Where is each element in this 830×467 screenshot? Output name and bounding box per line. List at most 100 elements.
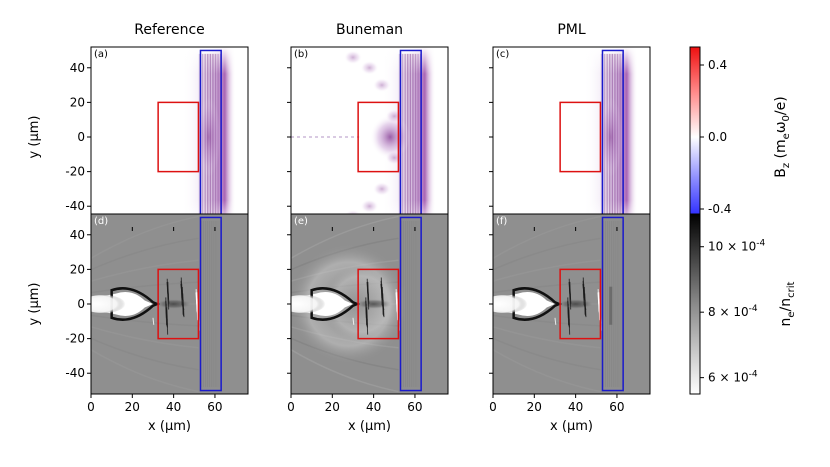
channel-wall [110,287,161,321]
y-tick-label: 0 [77,130,85,144]
x-tick-label: 40 [568,400,583,414]
x-tick-label: 60 [407,400,422,414]
reflection-blob [343,50,362,65]
panels-layer: (a) (b) (c) (d) (e) (f) [90,46,651,395]
panel-label: (a) [94,49,108,60]
wake-streak [91,215,199,259]
red-box [357,268,400,340]
red-box [559,101,602,173]
x-tick-label: 0 [489,400,497,414]
filament [366,281,369,295]
filament [597,292,600,305]
filament [166,281,169,295]
y-tick-label: 20 [70,95,85,109]
wake-streak [493,337,601,371]
wake-streak [493,349,601,393]
wake-streak [493,215,601,259]
colorbar-label-ne: ne/ncrit [778,281,797,326]
wake-streak [91,281,199,294]
wake-streak [91,326,199,349]
filament [152,317,155,325]
colorbar-bz [689,46,701,228]
x-axis-label: x (μm) [348,419,391,434]
channel-glow [493,295,528,313]
y-tick-label: -20 [65,165,85,179]
wake-streak [493,281,601,294]
x-tick-label: 0 [87,400,95,414]
column-title-pml: PML [557,22,586,38]
colorbar-tick-label: 6 × 10-4 [708,370,758,385]
field-core [196,97,221,177]
filament-core [155,299,192,309]
red-box [559,268,602,340]
y-tick-label: 0 [77,297,85,311]
reflection-blob [360,60,379,75]
channel-wall [512,287,563,321]
wake-streak [291,349,399,393]
blue-box [399,216,422,392]
column-title-buneman: Buneman [336,22,403,38]
x-tick-label: 60 [207,400,222,414]
wake-streak [291,215,399,259]
x-tick-label: 40 [366,400,381,414]
y-tick-label: 40 [70,61,85,75]
y-tick-label: 40 [70,228,85,242]
wake-streak [91,349,199,393]
panel-label: (f) [496,216,507,227]
panel-f [493,214,650,394]
y-axis-label: y (μm) [27,283,42,326]
x-axis-label: x (μm) [148,419,191,434]
axes-labels: 40 20 0 -20 -40 y (μm) 40 20 0 -20 -40 0 20 40 60 x (μm… [27,61,625,434]
filament [568,281,571,295]
panel-label: (e) [294,216,308,227]
x-tick-label: 60 [609,400,624,414]
filament [380,284,383,292]
panel-a [91,47,248,227]
column-title-reference: Reference [134,22,205,38]
wake-streak [91,259,199,282]
x-tick-label: 0 [287,400,295,414]
filament [582,284,585,292]
colorbar-tick-label: 10 × 10-4 [708,239,765,254]
reflection-blob [372,78,391,93]
blue-box [199,216,222,392]
y-axis-label: y (μm) [27,116,42,159]
colorbar-label-bz: Bz (meω0/e) [773,96,792,177]
panel-b [291,47,448,227]
x-tick-label: 40 [166,400,181,414]
wake-streak [493,314,601,327]
red-box [157,101,200,173]
field-core [598,97,623,177]
colorbar-ne [689,213,701,395]
wake-streak [91,237,199,271]
colorbar-tick-label: 0.4 [708,58,727,72]
channel-wall [310,287,361,321]
wake-streak [91,314,199,327]
y-tick-label: -20 [65,332,85,346]
panel-label: (c) [496,49,509,60]
colorbar-tick-label: -0.4 [708,202,731,216]
channel-glow [91,295,126,313]
wake-streak [493,237,601,271]
x-tick-label: 20 [325,400,340,414]
panel-label: (b) [294,49,308,60]
filament [352,317,355,325]
panel-d [91,214,248,394]
reflection-blob [372,181,391,196]
colorbars: 0.4 0.0 -0.4 Bz (meω0/e) 10 × 10-4 8 × 10-4 6 … [689,46,797,395]
red-box [357,101,400,173]
wake-streak [493,259,601,282]
blue-box [601,216,624,392]
colorbar-tick-label: 8 × 10-4 [708,304,758,319]
filament [554,317,557,325]
wake-streak [493,326,601,349]
filament [195,292,198,305]
colorbar-tick-label: 0.0 [708,130,727,144]
y-tick-label: 20 [70,262,85,276]
x-axis-label: x (μm) [550,419,593,434]
red-box [157,268,200,340]
x-tick-label: 20 [125,400,140,414]
panel-label: (d) [94,216,108,227]
y-tick-label: -40 [65,199,85,213]
